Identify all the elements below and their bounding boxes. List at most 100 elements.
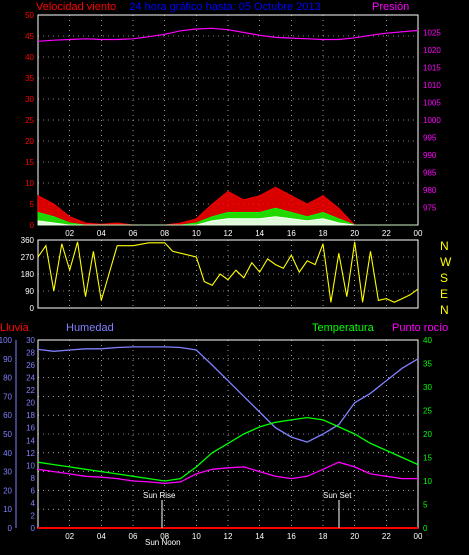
rain-y-tick-label: 90 [3,355,12,364]
temperature-y-tick-label: 30 [423,383,432,392]
rain-y-tick-label: 30 [3,468,12,477]
humidity-y-tick-label: 2 [31,511,36,520]
rain-y-tick-label: 10 [3,505,12,514]
rain-y-tick-label: 40 [3,449,12,458]
humidity-label: Humedad [66,322,114,334]
humidity-y-tick-label: 28 [26,349,35,358]
temperature-y-tick-label: 5 [423,501,428,510]
temp-x-tick-label: 16 [287,532,296,541]
chart-title: 24 hora gráfico hasta: 05 Octubre 2013 [129,1,320,13]
temp-x-tick-label: 04 [97,532,106,541]
humidity-y-tick-label: 14 [26,436,35,445]
wind-x-tick-label: 02 [65,229,74,238]
temp-x-tick-label: 00 [414,532,423,541]
wind-y-tick-label: 35 [25,74,34,83]
rain-label: Lluvia [0,322,30,334]
wind-direction-panel: 0 90 180 270 360 [21,236,419,313]
temperature-y-tick-label: 0 [423,524,428,533]
temp-x-tick-label: 14 [255,532,264,541]
pressure-label: Presión [372,1,409,13]
wind-y-tick-label: 25 [25,116,34,125]
wind-x-tick-label: 14 [255,229,264,238]
wind-x-tick-label: 20 [350,229,359,238]
humidity-y-tick-label: 30 [26,336,35,345]
direction-y-tick-label: 180 [21,270,35,279]
temperature-y-tick-label: 35 [423,360,432,369]
dir-letter-n-top: N [440,239,449,253]
temperature-y-tick-label: 20 [423,430,432,439]
direction-y-tick-label: 0 [30,304,35,313]
rain-y-tick-label: 100 [0,336,13,345]
temp-x-tick-label: 06 [129,532,138,541]
humidity-y-tick-label: 10 [26,461,35,470]
dir-letter-n-bottom: N [440,303,449,317]
rain-y-tick-label: 50 [3,430,12,439]
dir-letter-e: E [440,287,448,301]
rain-y-tick-label: 0 [8,524,13,533]
wind-speed-label: Velocidad viento [36,1,116,13]
pressure-series-line [37,27,419,42]
rain-y-tick-label: 80 [3,374,12,383]
temperature-y-tick-label: 25 [423,407,432,416]
sun-rise-label: Sun Rise [143,491,176,500]
wind-x-tick-label: 12 [224,229,233,238]
temp-x-tick-label: 02 [65,532,74,541]
wind-y-tick-label: 0 [30,221,35,230]
pressure-y-tick-label: 1020 [423,46,441,55]
pressure-y-tick-label: 1015 [423,64,441,73]
rain-y-tick-label: 60 [3,411,12,420]
temperature-label: Temperatura [312,322,375,334]
pressure-y-tick-label: 995 [423,134,437,143]
humidity-y-tick-label: 6 [31,486,36,495]
temperature-series-line [37,416,419,482]
humidity-y-tick-label: 12 [26,449,35,458]
wind-y-tick-label: 20 [25,137,34,146]
wind-y-tick-label: 40 [25,53,34,62]
direction-y-tick-label: 90 [25,287,34,296]
wind-x-tick-label: 00 [414,229,423,238]
temperature-y-tick-label: 40 [423,336,432,345]
temperature-y-tick-label: 10 [423,477,432,486]
wind-x-tick-label: 18 [319,229,328,238]
temperature-y-tick-label: 15 [423,454,432,463]
wind-y-tick-label: 45 [25,32,34,41]
humidity-series-line [37,346,419,443]
sun-set-label: Sun Set [323,491,352,500]
wind-x-tick-label: 10 [192,229,201,238]
temp-humidity-panel: 0102030405060708090100024681012141618202… [0,336,432,541]
sun-noon-label: Sun Noon [145,538,181,547]
rain-y-tick-label: 20 [3,486,12,495]
temp-x-tick-label: 08 [160,532,169,541]
dir-letter-s: S [440,271,448,285]
temp-x-tick-label: 10 [192,532,201,541]
wind-x-tick-label: 22 [382,229,391,238]
pressure-y-tick-label: 1000 [423,116,441,125]
pressure-y-tick-label: 980 [423,186,437,195]
direction-y-tick-label: 360 [21,236,35,245]
pressure-y-tick-label: 975 [423,204,437,213]
wind-x-tick-label: 08 [160,229,169,238]
dewpoint-series-line [37,461,418,485]
dir-letter-w: W [440,255,452,269]
pressure-y-tick-label: 1010 [423,81,441,90]
wind-y-tick-label: 50 [25,11,34,20]
pressure-y-tick-label: 990 [423,151,437,160]
rain-y-tick-label: 70 [3,392,12,401]
humidity-y-tick-label: 18 [26,411,35,420]
pressure-y-tick-label: 1005 [423,99,441,108]
humidity-y-tick-label: 0 [31,524,36,533]
humidity-y-tick-label: 24 [26,374,35,383]
wind-y-tick-label: 10 [25,179,34,188]
direction-y-tick-label: 270 [21,253,35,262]
humidity-y-tick-label: 4 [31,499,36,508]
humidity-y-tick-label: 22 [26,386,35,395]
wind-x-tick-label: 06 [129,229,138,238]
temp-x-tick-label: 22 [382,532,391,541]
wind-direction-series-line [37,241,419,303]
humidity-y-tick-label: 8 [31,474,36,483]
wind_min-series-area [37,216,418,226]
dewpoint-label: Punto rocío [392,322,448,334]
pressure-y-tick-label: 1025 [423,29,441,38]
